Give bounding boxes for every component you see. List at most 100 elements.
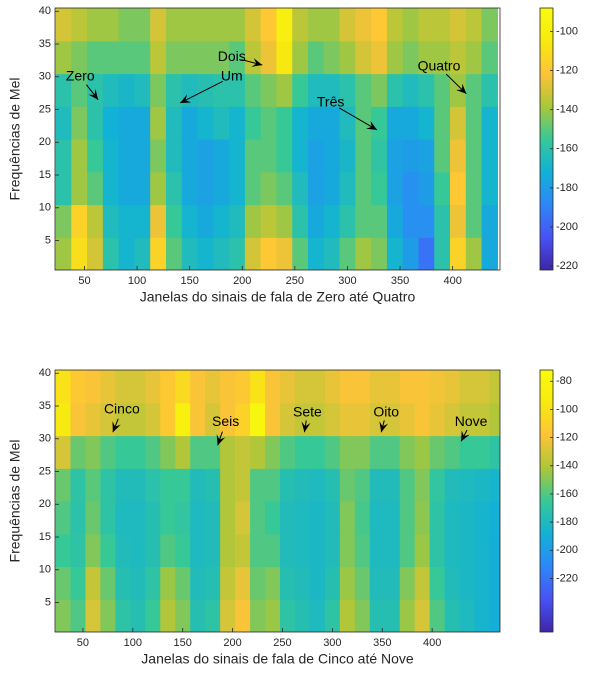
annotation-text: Três bbox=[317, 94, 344, 110]
heatmap-cell bbox=[205, 370, 221, 404]
heatmap-cell bbox=[55, 370, 72, 404]
heatmap-cell bbox=[444, 501, 461, 535]
heatmap-cell bbox=[102, 73, 120, 107]
heatmap-cell bbox=[308, 73, 325, 107]
heatmap-cell bbox=[100, 402, 116, 437]
heatmap-cell bbox=[165, 8, 183, 42]
heatmap-cell bbox=[450, 237, 467, 270]
heatmap-cell bbox=[339, 435, 356, 469]
heatmap-cell bbox=[429, 402, 446, 437]
heatmap-cell bbox=[450, 8, 467, 42]
heatmap-cell bbox=[481, 73, 498, 107]
heatmap-cell bbox=[474, 599, 491, 632]
heatmap-cell bbox=[244, 204, 262, 238]
heatmap-cell bbox=[229, 139, 246, 173]
heatmap-cell bbox=[87, 204, 104, 238]
heatmap-cell bbox=[429, 370, 446, 404]
heatmap-cell bbox=[323, 73, 341, 107]
heatmap-cell bbox=[444, 468, 461, 502]
colorbar-tick-label: -200 bbox=[556, 221, 578, 233]
heatmap-cell bbox=[402, 171, 420, 206]
arrow-head bbox=[251, 58, 263, 67]
heatmap-cell bbox=[355, 73, 372, 107]
y-tick-label: 40 bbox=[39, 367, 51, 379]
heatmap-cell bbox=[434, 40, 451, 75]
annotation-arrow bbox=[339, 107, 378, 131]
heatmap-cell bbox=[213, 106, 230, 140]
colorbar-tick-label: -100 bbox=[556, 403, 578, 415]
y-tick-label: 25 bbox=[39, 103, 51, 115]
heatmap-cell bbox=[87, 73, 104, 107]
heatmap-cell bbox=[489, 566, 500, 600]
x-tick-label: 400 bbox=[423, 637, 441, 649]
heatmap-cell bbox=[444, 370, 461, 404]
heatmap-cell bbox=[355, 106, 372, 140]
y-tick-label: 25 bbox=[39, 465, 51, 477]
heatmap-cell bbox=[250, 599, 266, 632]
heatmap-cell bbox=[489, 501, 500, 535]
heatmap-cell bbox=[459, 566, 476, 600]
heatmap-cell bbox=[235, 402, 251, 437]
heatmap-cell bbox=[165, 40, 183, 75]
heatmap-cell bbox=[220, 370, 236, 404]
heatmap-cell bbox=[429, 435, 446, 469]
arrow-head bbox=[88, 89, 99, 100]
heatmap-cell bbox=[459, 370, 476, 404]
heatmap-cell bbox=[55, 468, 72, 502]
heatmap-cell bbox=[130, 468, 146, 502]
heatmap-cell bbox=[150, 73, 167, 107]
x-tick-label: 250 bbox=[273, 637, 291, 649]
y-tick-label: 15 bbox=[39, 531, 51, 543]
heatmap-cell bbox=[276, 106, 293, 140]
colorbar-tick-label: -160 bbox=[556, 488, 578, 500]
heatmap-cell bbox=[130, 566, 146, 600]
heatmap-cell bbox=[165, 73, 183, 107]
heatmap-cell bbox=[339, 204, 356, 238]
heatmap-cell bbox=[324, 468, 341, 502]
heatmap-cell bbox=[260, 171, 278, 206]
heatmap-cell bbox=[213, 171, 230, 206]
heatmap-cell bbox=[150, 40, 167, 75]
annotation-text: Dois bbox=[218, 48, 246, 64]
heatmap-cell bbox=[434, 171, 451, 206]
heatmap-cell bbox=[279, 402, 296, 437]
heatmap-cell bbox=[386, 40, 404, 75]
heatmap-cell bbox=[115, 402, 131, 437]
heatmap-cell bbox=[474, 533, 491, 568]
y-tick-label: 40 bbox=[39, 5, 51, 17]
x-tick-label: 50 bbox=[78, 275, 90, 287]
colorbar-tick-label: -160 bbox=[556, 143, 578, 155]
heatmap-cell bbox=[145, 599, 161, 632]
heatmap-cell bbox=[229, 73, 246, 107]
heatmap-cell bbox=[279, 435, 296, 469]
heatmap-cell bbox=[197, 171, 214, 206]
heatmap-cell bbox=[324, 599, 341, 632]
heatmap-cell bbox=[265, 599, 281, 632]
heatmap-cell bbox=[100, 599, 116, 632]
heatmap-cell bbox=[279, 501, 296, 535]
heatmap-cell bbox=[292, 73, 309, 107]
heatmap-cell bbox=[85, 402, 101, 437]
heatmap-cell bbox=[276, 8, 293, 42]
x-tick-label: 100 bbox=[124, 637, 142, 649]
heatmap-cell bbox=[474, 501, 491, 535]
heatmap-cell bbox=[308, 204, 325, 238]
heatmap-cell bbox=[55, 139, 72, 173]
heatmap-cell bbox=[87, 139, 104, 173]
heatmap-cell bbox=[399, 566, 416, 600]
heatmap-cell bbox=[414, 435, 431, 469]
heatmap-cell bbox=[339, 533, 356, 568]
heatmap-cell bbox=[100, 533, 116, 568]
x-tick-label: 200 bbox=[233, 275, 251, 287]
heatmap-cell bbox=[399, 599, 416, 632]
heatmap-cell bbox=[369, 599, 386, 632]
heatmap-cell bbox=[70, 370, 87, 404]
heatmap-cell bbox=[100, 435, 116, 469]
heatmap-cell bbox=[474, 435, 491, 469]
colorbar-tick-label: -220 bbox=[556, 572, 578, 584]
heatmap-cell bbox=[292, 40, 309, 75]
heatmap-cell bbox=[100, 370, 116, 404]
colorbar bbox=[539, 7, 554, 271]
heatmap-cell bbox=[450, 40, 467, 75]
heatmap-cell bbox=[130, 501, 146, 535]
